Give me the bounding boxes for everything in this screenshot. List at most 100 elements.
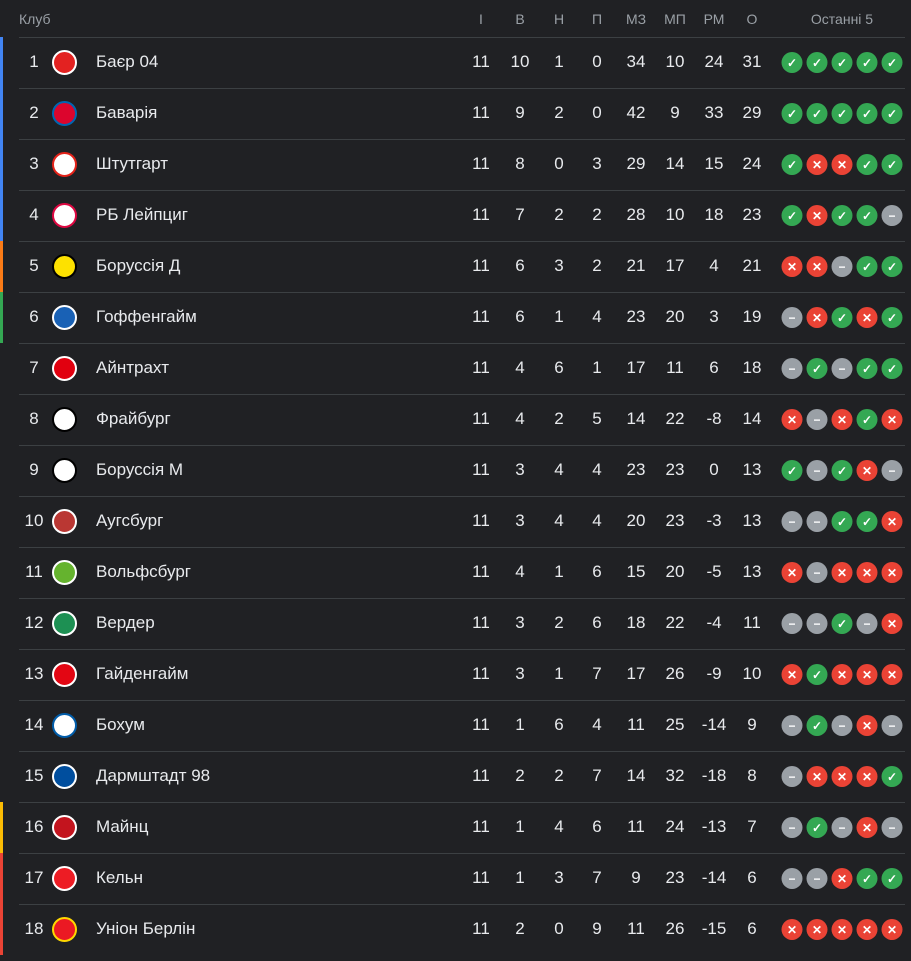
- table-row[interactable]: 14 Бохум 11 1 6 4 11 25 -14 9− ✓ − ✕ −: [0, 700, 911, 751]
- check-icon[interactable]: ✓: [806, 52, 828, 73]
- minus-icon[interactable]: −: [806, 868, 828, 889]
- cross-icon[interactable]: ✕: [781, 664, 803, 685]
- table-row[interactable]: 15 Дармштадт 98 11 2 2 7 14 32 -18 8− ✕ ✕ ✕ ✓: [0, 751, 911, 802]
- check-icon[interactable]: ✓: [856, 205, 878, 226]
- cross-icon[interactable]: ✕: [856, 664, 878, 685]
- club-name[interactable]: Кельн: [96, 868, 143, 887]
- check-icon[interactable]: ✓: [856, 103, 878, 124]
- minus-icon[interactable]: −: [806, 511, 828, 532]
- cross-icon[interactable]: ✕: [781, 409, 803, 430]
- minus-icon[interactable]: −: [831, 817, 853, 838]
- cross-icon[interactable]: ✕: [856, 715, 878, 736]
- cross-icon[interactable]: ✕: [881, 562, 903, 583]
- cross-icon[interactable]: ✕: [881, 664, 903, 685]
- club-name[interactable]: Айнтрахт: [96, 358, 170, 377]
- check-icon[interactable]: ✓: [806, 103, 828, 124]
- cross-icon[interactable]: ✕: [856, 460, 878, 481]
- cross-icon[interactable]: ✕: [856, 817, 878, 838]
- minus-icon[interactable]: −: [781, 307, 803, 328]
- cross-icon[interactable]: ✕: [856, 562, 878, 583]
- minus-icon[interactable]: −: [781, 511, 803, 532]
- minus-icon[interactable]: −: [831, 715, 853, 736]
- check-icon[interactable]: ✓: [831, 205, 853, 226]
- check-icon[interactable]: ✓: [881, 103, 903, 124]
- check-icon[interactable]: ✓: [881, 256, 903, 277]
- check-icon[interactable]: ✓: [781, 154, 803, 175]
- check-icon[interactable]: ✓: [806, 817, 828, 838]
- check-icon[interactable]: ✓: [856, 154, 878, 175]
- cross-icon[interactable]: ✕: [806, 154, 828, 175]
- minus-icon[interactable]: −: [806, 562, 828, 583]
- cross-icon[interactable]: ✕: [781, 562, 803, 583]
- check-icon[interactable]: ✓: [881, 868, 903, 889]
- check-icon[interactable]: ✓: [831, 460, 853, 481]
- check-icon[interactable]: ✓: [881, 52, 903, 73]
- cross-icon[interactable]: ✕: [856, 766, 878, 787]
- table-row[interactable]: 1 Баєр 04 11 10 1 0 34 10 24 31 ✓ ✓ ✓ ✓ ✓: [0, 37, 911, 88]
- cross-icon[interactable]: ✕: [806, 205, 828, 226]
- club-name[interactable]: Боруссія М: [96, 460, 184, 479]
- cross-icon[interactable]: ✕: [781, 256, 803, 277]
- table-row[interactable]: 2 Баварія 11 9 2 0 42 9 33 29 ✓ ✓ ✓ ✓ ✓: [0, 88, 911, 139]
- check-icon[interactable]: ✓: [856, 868, 878, 889]
- minus-icon[interactable]: −: [881, 715, 903, 736]
- minus-icon[interactable]: −: [781, 766, 803, 787]
- table-row[interactable]: 9 Боруссія М 11 3 4 4 23 23 0 13 ✓ − ✓ ✕ −: [0, 445, 911, 496]
- cross-icon[interactable]: ✕: [881, 409, 903, 430]
- check-icon[interactable]: ✓: [831, 613, 853, 634]
- club-name[interactable]: Фрайбург: [96, 409, 171, 428]
- cross-icon[interactable]: ✕: [806, 919, 828, 940]
- cross-icon[interactable]: ✕: [881, 613, 903, 634]
- cross-icon[interactable]: ✕: [831, 664, 853, 685]
- check-icon[interactable]: ✓: [856, 409, 878, 430]
- minus-icon[interactable]: −: [881, 460, 903, 481]
- check-icon[interactable]: ✓: [781, 52, 803, 73]
- minus-icon[interactable]: −: [781, 817, 803, 838]
- club-name[interactable]: Боруссія Д: [96, 256, 181, 275]
- minus-icon[interactable]: −: [806, 460, 828, 481]
- cross-icon[interactable]: ✕: [806, 766, 828, 787]
- minus-icon[interactable]: −: [806, 409, 828, 430]
- club-name[interactable]: Дармштадт 98: [96, 766, 211, 785]
- check-icon[interactable]: ✓: [831, 307, 853, 328]
- club-name[interactable]: Гоффенгайм: [96, 307, 197, 326]
- table-row[interactable]: 18 Уніон Берлін 11 2 0 9 11 26 -15 6 ✕ ✕ ✕ ✕ ✕: [0, 904, 911, 955]
- check-icon[interactable]: ✓: [806, 358, 828, 379]
- table-row[interactable]: 3 Штутгарт 11 8 0 3 29 14 15 24 ✓ ✕ ✕ ✓ ✓: [0, 139, 911, 190]
- minus-icon[interactable]: −: [881, 205, 903, 226]
- check-icon[interactable]: ✓: [856, 358, 878, 379]
- table-row[interactable]: 11 Вольфсбург 11 4 1 6 15 20 -5 13 ✕ − ✕ ✕ ✕: [0, 547, 911, 598]
- club-name[interactable]: Вольфсбург: [96, 562, 192, 581]
- minus-icon[interactable]: −: [781, 358, 803, 379]
- check-icon[interactable]: ✓: [881, 154, 903, 175]
- table-row[interactable]: 8 Фрайбург 11 4 2 5 14 22 -8 14 ✕ − ✕ ✓ ✕: [0, 394, 911, 445]
- club-name[interactable]: РБ Лейпциг: [96, 205, 188, 224]
- table-row[interactable]: 4 РБ Лейпциг 11 7 2 2 28 10 18 23 ✓ ✕ ✓ ✓ −: [0, 190, 911, 241]
- cross-icon[interactable]: ✕: [856, 307, 878, 328]
- table-row[interactable]: 10 Аугсбург 11 3 4 4 20 23 -3 13− − ✓ ✓ ✕: [0, 496, 911, 547]
- check-icon[interactable]: ✓: [806, 715, 828, 736]
- check-icon[interactable]: ✓: [806, 664, 828, 685]
- minus-icon[interactable]: −: [781, 868, 803, 889]
- club-name[interactable]: Вердер: [96, 613, 155, 632]
- cross-icon[interactable]: ✕: [806, 256, 828, 277]
- club-name[interactable]: Баєр 04: [96, 52, 159, 71]
- cross-icon[interactable]: ✕: [881, 511, 903, 532]
- club-name[interactable]: Уніон Берлін: [96, 919, 196, 938]
- table-row[interactable]: 12 Вердер 11 3 2 6 18 22 -4 11− − ✓ − ✕: [0, 598, 911, 649]
- cross-icon[interactable]: ✕: [831, 154, 853, 175]
- cross-icon[interactable]: ✕: [856, 919, 878, 940]
- club-name[interactable]: Майнц: [96, 817, 149, 836]
- check-icon[interactable]: ✓: [856, 52, 878, 73]
- minus-icon[interactable]: −: [806, 613, 828, 634]
- minus-icon[interactable]: −: [831, 358, 853, 379]
- minus-icon[interactable]: −: [781, 715, 803, 736]
- minus-icon[interactable]: −: [881, 817, 903, 838]
- club-name[interactable]: Аугсбург: [96, 511, 164, 530]
- check-icon[interactable]: ✓: [881, 307, 903, 328]
- cross-icon[interactable]: ✕: [831, 919, 853, 940]
- table-row[interactable]: 17 Кельн 11 1 3 7 9 23 -14 6− − ✕ ✓ ✓: [0, 853, 911, 904]
- table-row[interactable]: 6 Гоффенгайм 11 6 1 4 23 20 3 19− ✕ ✓ ✕ ✓: [0, 292, 911, 343]
- check-icon[interactable]: ✓: [781, 103, 803, 124]
- club-name[interactable]: Штутгарт: [96, 154, 168, 173]
